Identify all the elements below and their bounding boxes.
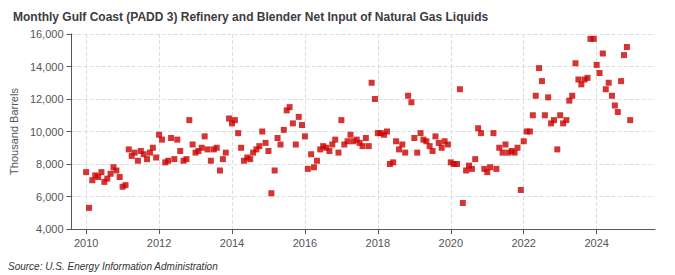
svg-text:2010: 2010 (74, 237, 98, 249)
svg-text:6,000: 6,000 (36, 191, 64, 203)
svg-text:8,000: 8,000 (36, 158, 64, 170)
svg-text:16,000: 16,000 (30, 28, 64, 40)
svg-text:12,000: 12,000 (30, 93, 64, 105)
svg-text:2022: 2022 (511, 237, 535, 249)
svg-text:2016: 2016 (293, 237, 317, 249)
svg-text:14,000: 14,000 (30, 61, 64, 73)
svg-text:2012: 2012 (147, 237, 171, 249)
svg-text:2018: 2018 (366, 237, 390, 249)
svg-text:2014: 2014 (220, 237, 244, 249)
svg-text:2024: 2024 (584, 237, 608, 249)
svg-text:10,000: 10,000 (30, 126, 64, 138)
svg-text:Thousand Barrels: Thousand Barrels (8, 88, 20, 175)
svg-text:Source: U.S. Energy Informatio: Source: U.S. Energy Information Administ… (8, 261, 218, 272)
svg-text:Monthly Gulf Coast (PADD 3) Re: Monthly Gulf Coast (PADD 3) Refinery and… (13, 10, 488, 24)
svg-text:2020: 2020 (439, 237, 463, 249)
svg-text:4,000: 4,000 (36, 223, 64, 235)
